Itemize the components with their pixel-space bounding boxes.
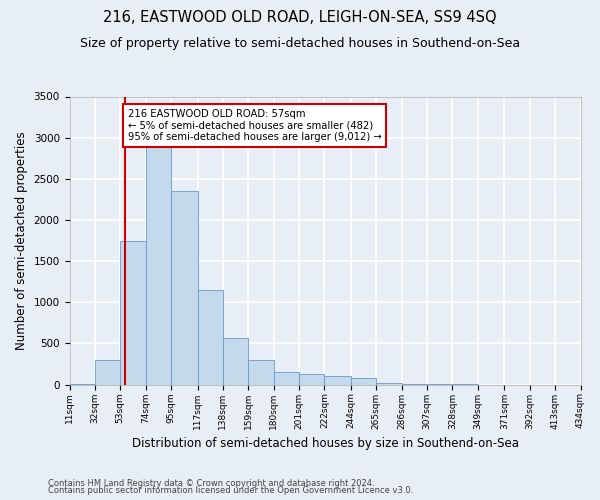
Bar xyxy=(120,240,146,384)
Bar xyxy=(274,372,299,384)
Text: 216 EASTWOOD OLD ROAD: 57sqm
← 5% of semi-detached houses are smaller (482)
95% : 216 EASTWOOD OLD ROAD: 57sqm ← 5% of sem… xyxy=(128,109,381,142)
Bar xyxy=(248,360,274,384)
X-axis label: Distribution of semi-detached houses by size in Southend-on-Sea: Distribution of semi-detached houses by … xyxy=(131,437,518,450)
Bar xyxy=(223,338,248,384)
Bar xyxy=(95,360,120,384)
Bar xyxy=(376,383,402,384)
Text: Contains public sector information licensed under the Open Government Licence v3: Contains public sector information licen… xyxy=(48,486,413,495)
Bar xyxy=(171,191,197,384)
Bar xyxy=(146,104,171,384)
Text: Size of property relative to semi-detached houses in Southend-on-Sea: Size of property relative to semi-detach… xyxy=(80,38,520,51)
Text: 216, EASTWOOD OLD ROAD, LEIGH-ON-SEA, SS9 4SQ: 216, EASTWOOD OLD ROAD, LEIGH-ON-SEA, SS… xyxy=(103,10,497,25)
Y-axis label: Number of semi-detached properties: Number of semi-detached properties xyxy=(15,132,28,350)
Bar xyxy=(325,376,351,384)
Bar xyxy=(351,378,376,384)
Text: Contains HM Land Registry data © Crown copyright and database right 2024.: Contains HM Land Registry data © Crown c… xyxy=(48,478,374,488)
Bar xyxy=(299,374,325,384)
Bar xyxy=(197,290,223,384)
